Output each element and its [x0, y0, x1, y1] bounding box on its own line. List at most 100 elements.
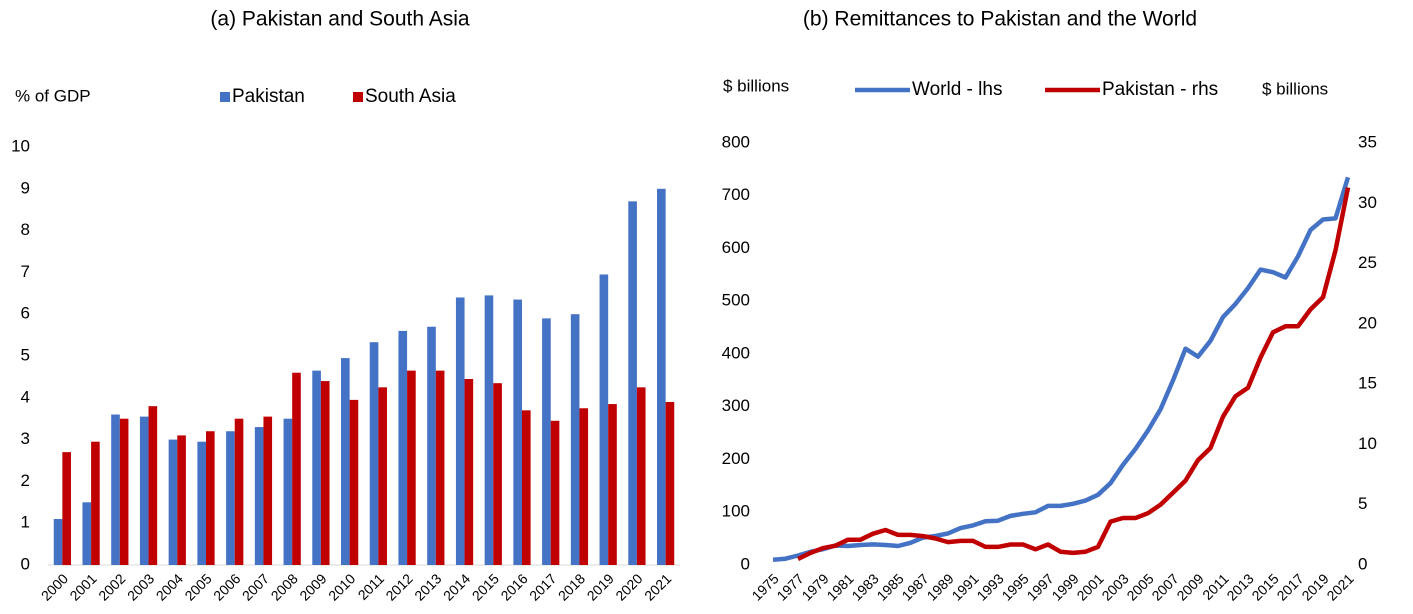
x-tick-label: 1991	[948, 570, 981, 603]
legend-label: Pakistan	[232, 86, 305, 107]
line	[797, 187, 1351, 562]
x-tick-label: 2018	[555, 570, 588, 603]
bar	[119, 418, 129, 565]
bar	[148, 406, 158, 565]
y2-tick-label: 10	[1358, 434, 1377, 453]
bar	[599, 274, 609, 565]
x-tick-label: 2001	[1073, 570, 1106, 603]
chart-title: (a) Pakistan and South Asia	[210, 8, 469, 31]
bar	[398, 330, 408, 565]
y-tick-label: 700	[722, 185, 750, 204]
y-tick-label: 200	[722, 449, 750, 468]
x-tick-label: 2001	[66, 570, 99, 603]
bar	[349, 399, 359, 565]
y-tick-label: 4	[21, 387, 30, 406]
x-tick-label: 2015	[1248, 570, 1281, 603]
x-tick-label: 2007	[1148, 570, 1181, 603]
x-tick-label: 1999	[1048, 570, 1081, 603]
x-tick-label: 2021	[641, 570, 674, 603]
bar	[292, 372, 301, 565]
bar	[111, 414, 120, 565]
bar	[283, 418, 293, 565]
x-tick-label: 2016	[497, 570, 530, 603]
y-tick-label: 7	[21, 262, 30, 281]
x-tick-label: 1997	[1023, 570, 1056, 603]
bar	[82, 502, 92, 565]
y-tick-label: 0	[21, 554, 30, 573]
y-tick-label: 300	[722, 396, 750, 415]
bar	[579, 408, 589, 565]
bar	[168, 439, 178, 565]
x-tick-label: 2011	[354, 570, 387, 603]
y2-tick-label: 0	[1358, 554, 1367, 573]
x-tick-label: 2017	[1273, 570, 1306, 603]
bar	[665, 401, 675, 565]
bar	[427, 326, 436, 565]
x-tick-label: 2000	[38, 570, 71, 603]
legend-label: South Asia	[365, 86, 456, 107]
x-tick-label: 1995	[998, 570, 1031, 603]
y2-tick-label: 35	[1358, 132, 1377, 151]
legend-swatch	[353, 92, 363, 102]
y2-tick-label: 5	[1358, 494, 1367, 513]
x-tick-label: 2015	[469, 570, 502, 603]
bar	[312, 370, 321, 565]
line	[772, 176, 1351, 562]
x-tick-label: 1983	[848, 570, 881, 603]
x-tick-label: 2006	[210, 570, 243, 603]
bar	[550, 420, 560, 565]
x-tick-label: 2003	[1098, 570, 1131, 603]
bar	[341, 358, 350, 565]
x-tick-label: 2012	[382, 570, 415, 603]
bar	[91, 441, 100, 565]
bar	[608, 404, 617, 565]
bar	[484, 295, 494, 565]
x-tick-label: 2020	[612, 570, 645, 603]
y-tick-label: 1	[21, 513, 30, 532]
y-axis-label: % of GDP	[15, 86, 91, 105]
y-tick-label: 100	[722, 502, 750, 521]
x-tick-label: 1975	[748, 570, 781, 603]
y-tick-label: 600	[722, 238, 750, 257]
legend-label: Pakistan - rhs	[1102, 79, 1218, 100]
x-tick-label: 2019	[1298, 570, 1331, 603]
x-tick-label: 2013	[411, 570, 444, 603]
x-tick-label: 2019	[584, 570, 617, 603]
x-tick-label: 1987	[898, 570, 931, 603]
y2-tick-label: 25	[1358, 253, 1377, 272]
bar	[542, 318, 551, 565]
x-tick-label: 2005	[1123, 570, 1156, 603]
bar	[628, 201, 637, 565]
y-tick-label: 3	[21, 429, 30, 448]
x-tick-label: 2010	[325, 570, 358, 603]
x-tick-label: 2004	[153, 570, 186, 603]
y-tick-label: 400	[722, 343, 750, 362]
y2-tick-label: 30	[1358, 193, 1377, 212]
bar	[53, 519, 63, 565]
legend-swatch	[220, 92, 230, 102]
bar	[455, 297, 465, 565]
bar	[254, 427, 264, 565]
bar	[62, 452, 71, 565]
y-tick-label: 5	[21, 345, 30, 364]
y-axis-label: $ billions	[723, 76, 789, 95]
x-tick-label: 2013	[1223, 570, 1256, 603]
bar	[320, 381, 330, 565]
x-tick-label: 1979	[798, 570, 831, 603]
y-tick-label: 10	[11, 136, 30, 155]
bar	[570, 314, 580, 565]
x-tick-label: 2011	[1199, 570, 1232, 603]
y-tick-label: 6	[21, 304, 30, 323]
bar	[493, 383, 502, 565]
x-tick-label: 2002	[95, 570, 128, 603]
x-tick-label: 2005	[181, 570, 214, 603]
x-tick-label: 1977	[773, 570, 806, 603]
x-tick-label: 2014	[440, 570, 473, 603]
bar	[234, 418, 244, 565]
bar	[636, 387, 646, 565]
bar	[177, 435, 186, 565]
x-tick-label: 1993	[973, 570, 1006, 603]
x-tick-label: 2009	[296, 570, 329, 603]
x-tick-label: 2008	[268, 570, 301, 603]
